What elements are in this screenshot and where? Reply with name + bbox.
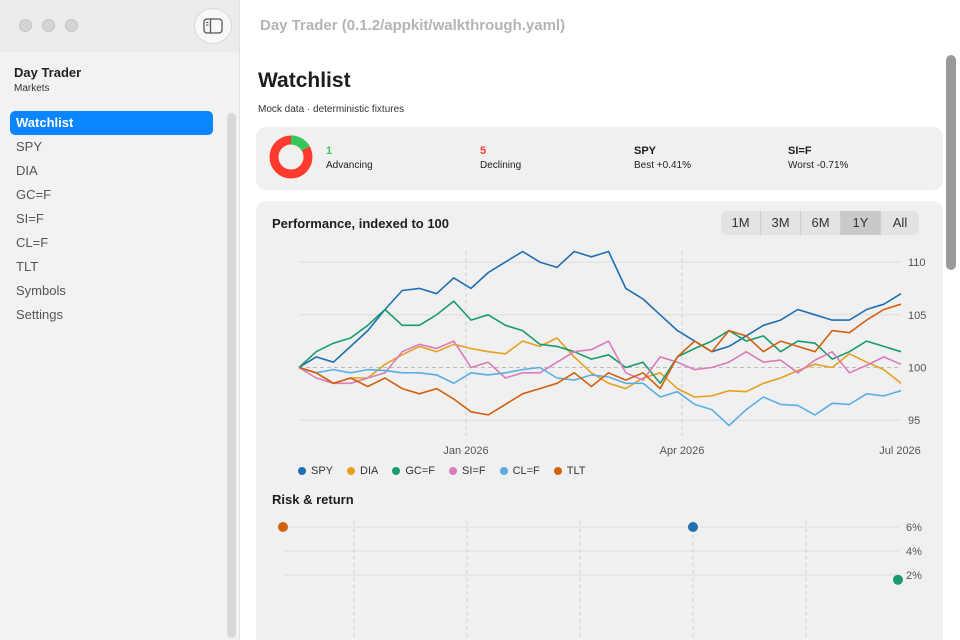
sidebar-toggle-button[interactable]: [194, 8, 232, 44]
range-1m-button[interactable]: 1M: [721, 211, 761, 235]
worst-stat: SI=F Worst -0.71%: [788, 145, 848, 171]
sidebar-scrollbar[interactable]: [227, 113, 236, 638]
risk-y-tick-label: 4%: [906, 546, 922, 558]
sidebar-titlebar: [0, 0, 239, 52]
worst-label: Worst -0.71%: [788, 160, 849, 171]
range-1y-button[interactable]: 1Y: [841, 211, 881, 235]
page-subtitle: Mock data · deterministic fixtures: [258, 104, 405, 115]
worst-symbol: SI=F: [788, 145, 812, 157]
advancing-label: Advancing: [326, 160, 373, 171]
series-line-cl-f: [298, 366, 902, 427]
legend-dot: [392, 467, 401, 475]
window-title: Day Trader (0.1.2/appkit/walkthrough.yam…: [260, 17, 566, 34]
sidebar-item-gc-f[interactable]: GC=F: [16, 187, 52, 202]
sidebar-nav: Watchlist SPY DIA GC=F SI=F CL=F TLT Sym…: [10, 111, 213, 327]
series-line-si-f: [298, 340, 902, 385]
risk-point-tlt[interactable]: [278, 522, 288, 532]
close-window-button[interactable]: [19, 19, 32, 32]
legend-dot: [298, 467, 306, 475]
range-all-button[interactable]: All: [892, 215, 908, 230]
best-stat: SPY Best +0.41%: [634, 145, 691, 171]
risk-y-tick-label: 2%: [906, 570, 922, 582]
risk-return-chart: 6% 4% 2%: [278, 521, 922, 640]
legend-item: DIA: [347, 465, 378, 477]
sidebar-item-watchlist[interactable]: Watchlist: [10, 111, 213, 135]
advancing-count: 1: [326, 145, 333, 157]
declining-count: 5: [480, 145, 487, 157]
legend-label: TLT: [566, 465, 586, 477]
y-tick-label: 95: [908, 415, 920, 427]
legend-dot: [499, 467, 508, 475]
sidebar-item-tlt[interactable]: TLT: [16, 259, 39, 274]
declining-label: Declining: [480, 160, 522, 171]
range-6m-button[interactable]: 6M: [801, 211, 841, 235]
risk-return-title: Risk & return: [272, 492, 354, 507]
best-label: Best +0.41%: [634, 160, 691, 171]
zoom-window-button[interactable]: [65, 19, 78, 32]
range-3m-button[interactable]: 3M: [761, 211, 801, 235]
legend-label: SPY: [311, 465, 334, 477]
declining-stat: 5 Declining: [480, 145, 521, 171]
legend-label: GC=F: [405, 465, 436, 477]
best-symbol: SPY: [634, 145, 657, 157]
x-tick-label: Jul 2026: [879, 445, 921, 457]
y-tick-label: 100: [908, 362, 926, 374]
page-title: Watchlist: [258, 69, 351, 92]
legend-dot: [347, 467, 356, 475]
legend-item: GC=F: [392, 465, 435, 477]
series-line-spy: [298, 250, 902, 369]
x-tick-label: Apr 2026: [660, 445, 705, 457]
donut-advancing-slice: [269, 135, 313, 179]
y-tick-label: 110: [908, 257, 926, 269]
range-selector: 1M 3M 6M 1Y All: [721, 211, 919, 235]
sidebar-item-spy[interactable]: SPY: [16, 139, 43, 154]
performance-card: Performance, indexed to 100 1M 3M 6M 1Y …: [256, 201, 943, 640]
x-tick-label: Jan 2026: [443, 445, 488, 457]
main-scrollbar[interactable]: [946, 55, 956, 270]
legend-item: SPY: [298, 465, 333, 477]
app-subtitle: Markets: [14, 83, 50, 94]
performance-legend: SPY DIA GC=F SI=F CL=F TLT: [298, 465, 586, 477]
legend-item: SI=F: [449, 465, 486, 477]
sidebar-item-dia[interactable]: DIA: [16, 163, 38, 178]
legend-label: CL=F: [512, 465, 540, 477]
advance-decline-donut: [269, 135, 313, 179]
performance-chart: 95 100 105 110 Jan 2026 Apr 2026 Jul 2026: [298, 250, 926, 457]
legend-dot: [449, 467, 458, 475]
sidebar-icon: [203, 18, 223, 34]
legend-label: SI=F: [462, 465, 486, 477]
sidebar-item-cl-f[interactable]: CL=F: [16, 235, 49, 250]
titlebar: Day Trader (0.1.2/appkit/walkthrough.yam…: [241, 0, 960, 52]
y-tick-label: 105: [908, 310, 926, 322]
legend-dot: [553, 467, 562, 475]
legend-label: DIA: [360, 465, 379, 477]
series-line-tlt: [298, 303, 902, 416]
app-name: Day Trader: [14, 65, 82, 80]
sidebar-item-symbols[interactable]: Symbols: [16, 283, 66, 298]
advancing-stat: 1 Advancing: [326, 145, 373, 171]
sidebar-item-settings[interactable]: Settings: [16, 307, 63, 322]
summary-card: 1 Advancing 5 Declining SPY Best +0.41% …: [256, 127, 943, 190]
sidebar: Day Trader Markets Watchlist SPY DIA GC=…: [0, 0, 240, 640]
risk-point-gc-f[interactable]: [893, 574, 903, 585]
risk-y-tick-label: 6%: [906, 522, 922, 534]
legend-item: CL=F: [499, 465, 540, 477]
risk-point-spy[interactable]: [688, 522, 698, 532]
series-line-gc-f: [298, 300, 902, 385]
minimize-window-button[interactable]: [42, 19, 55, 32]
legend-item: TLT: [553, 465, 586, 477]
performance-title: Performance, indexed to 100: [272, 216, 450, 231]
sidebar-item-si-f[interactable]: SI=F: [16, 211, 44, 226]
